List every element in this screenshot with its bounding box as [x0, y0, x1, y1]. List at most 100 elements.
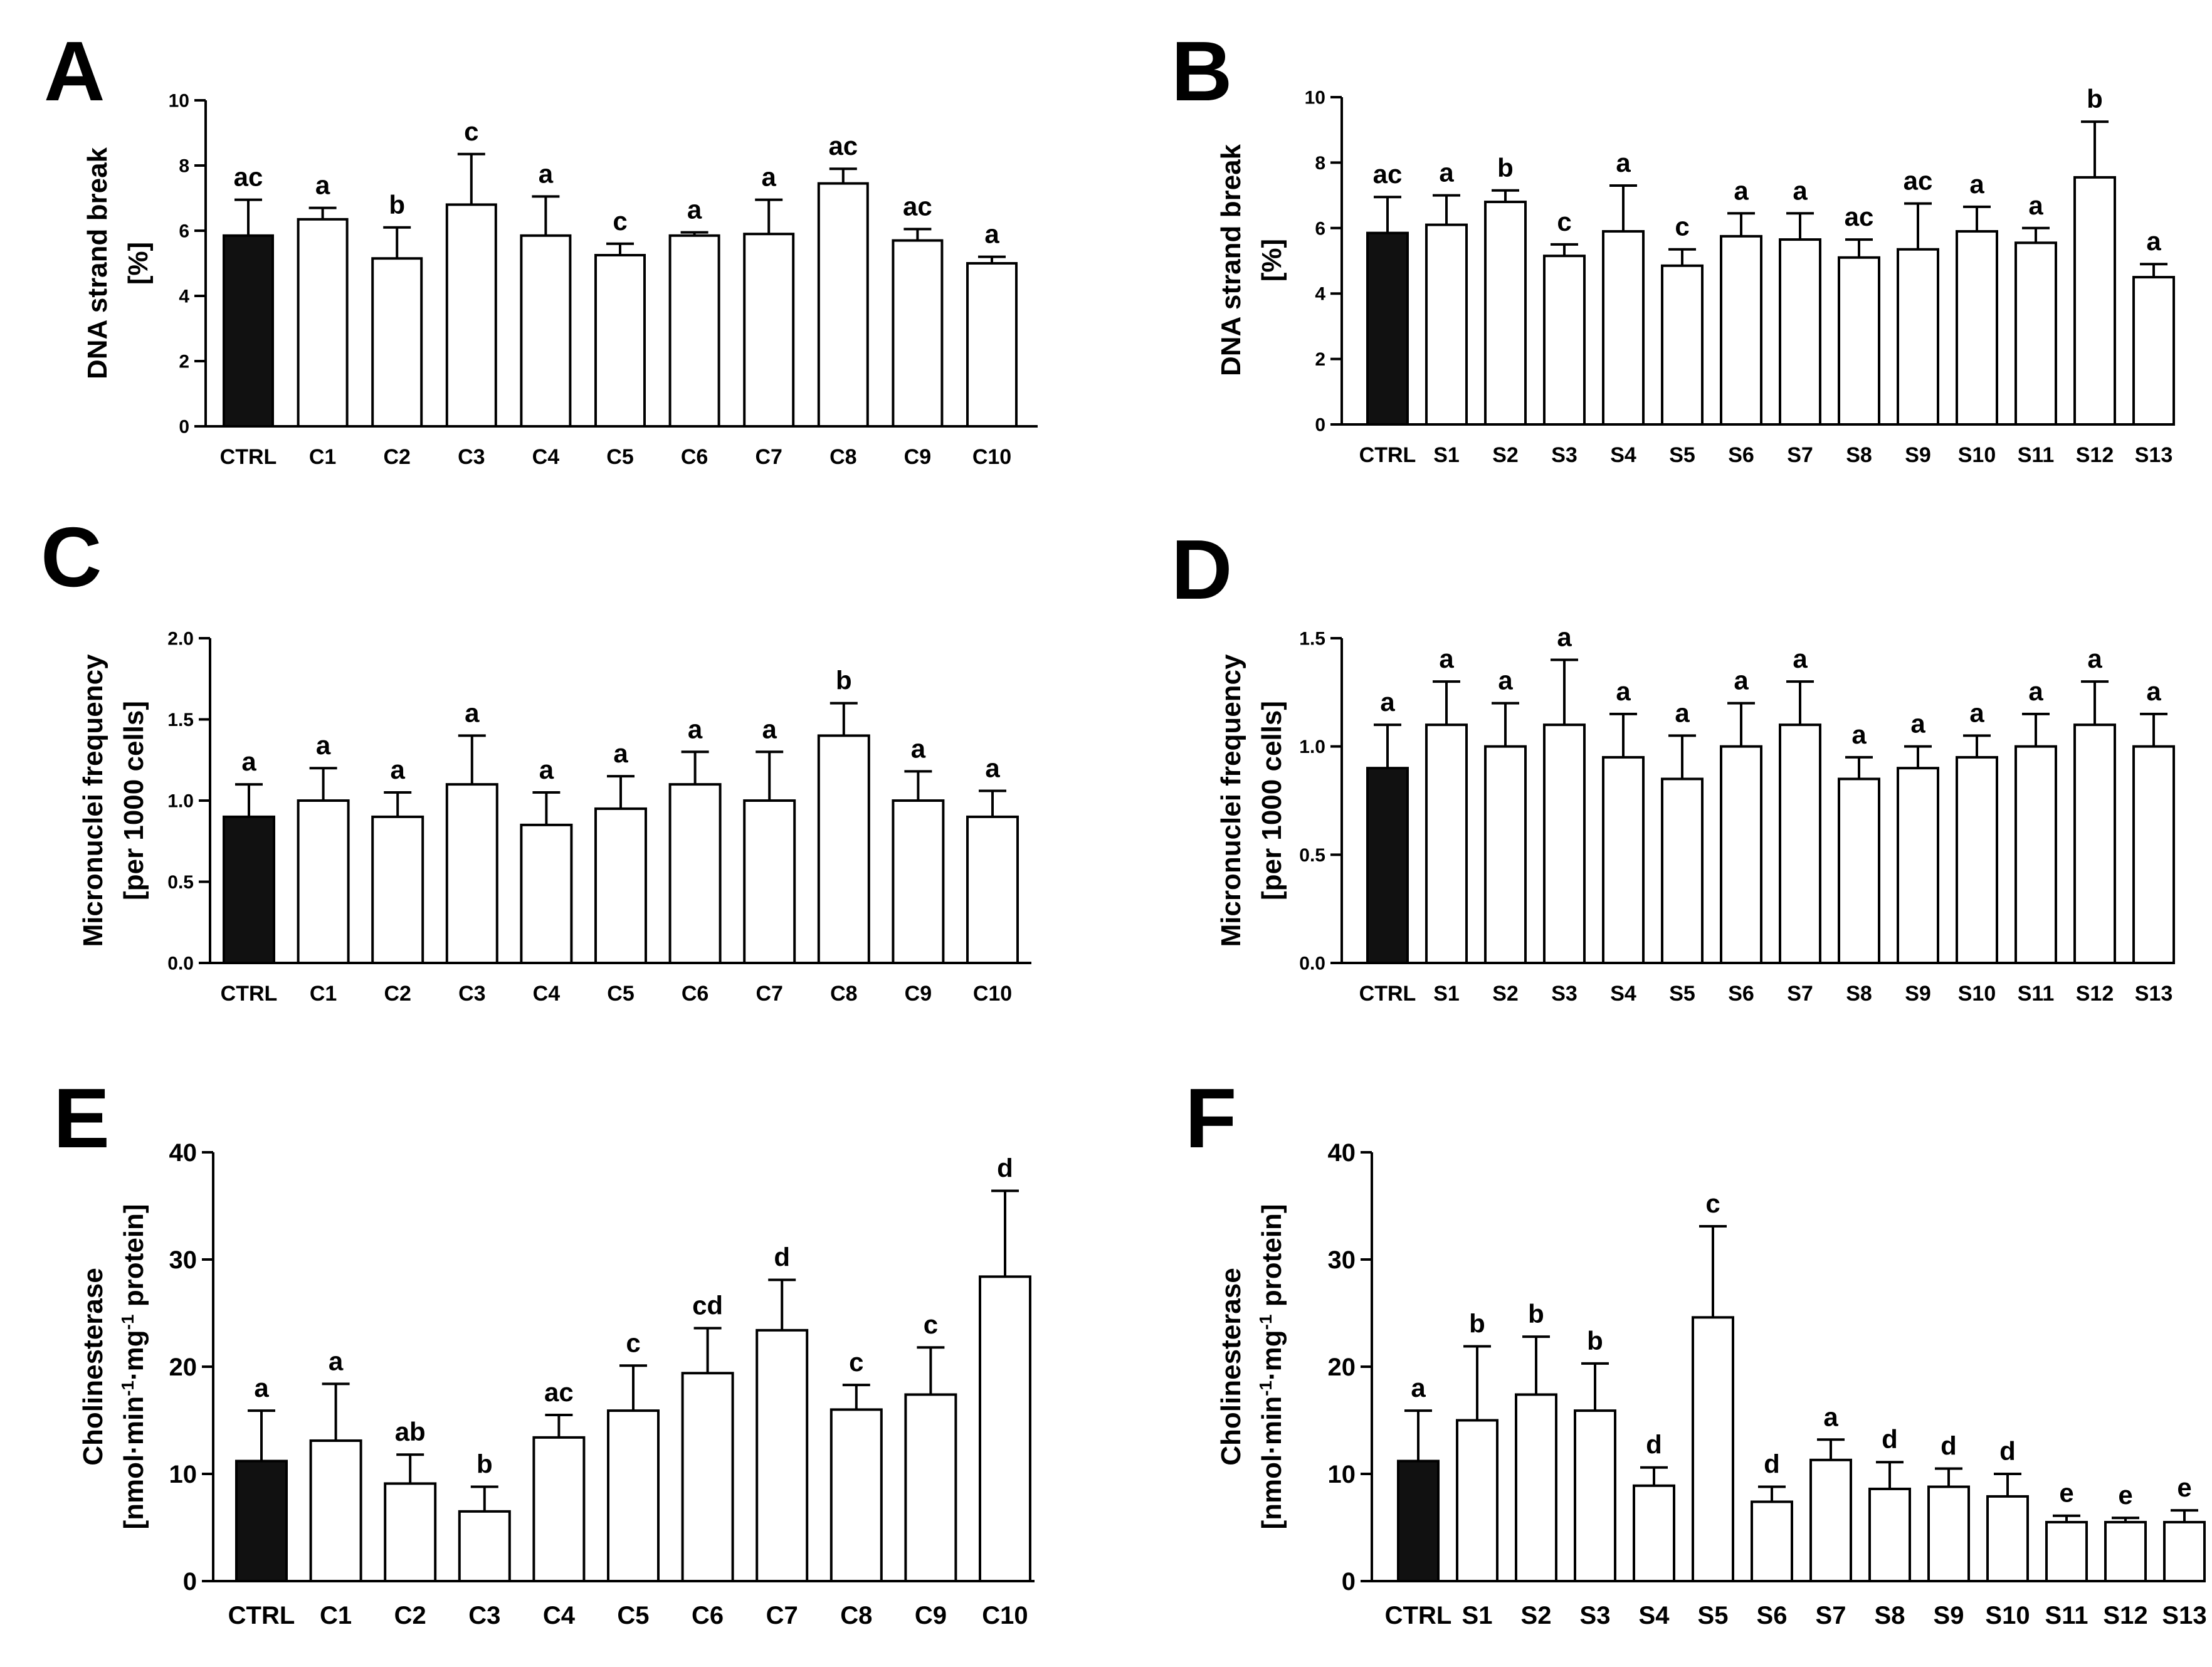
- x-tick-label: S12: [2076, 443, 2114, 467]
- group-label: b: [477, 1449, 493, 1479]
- x-tick-label: S6: [1728, 443, 1754, 467]
- x-tick-label: S2: [1492, 443, 1519, 467]
- x-tick-label: S7: [1816, 1602, 1846, 1629]
- bar: [1751, 1500, 1793, 1582]
- x-tick-label: C7: [766, 1602, 798, 1629]
- group-label: a: [465, 698, 480, 727]
- bar: [1720, 234, 1762, 426]
- x-tick-label: S3: [1551, 443, 1577, 467]
- group-label: d: [774, 1242, 790, 1271]
- group-label: b: [389, 190, 405, 219]
- group-label: a: [1616, 148, 1631, 177]
- bar: [2132, 276, 2175, 426]
- group-label: a: [687, 195, 702, 224]
- bar: [445, 783, 498, 964]
- bar: [1425, 723, 1468, 964]
- bar: [2073, 723, 2116, 964]
- group-label: b: [836, 666, 852, 695]
- bar: [892, 239, 944, 428]
- bar: [297, 218, 349, 428]
- group-label: a: [1675, 698, 1690, 727]
- group-label: a: [329, 1346, 344, 1375]
- group-label: a: [1851, 720, 1867, 749]
- y-tick-label: 0.0: [1299, 954, 1325, 974]
- bar: [1838, 777, 1880, 964]
- x-tick-label: S1: [1433, 443, 1460, 467]
- group-label: cd: [692, 1290, 723, 1320]
- bar: [594, 254, 646, 428]
- x-tick-label: C1: [310, 982, 337, 1006]
- bar: [966, 262, 1018, 428]
- x-tick-label: C1: [320, 1602, 352, 1629]
- x-tick-label: C5: [607, 982, 634, 1006]
- bar: [445, 203, 497, 428]
- y-tick-label: 8: [179, 156, 189, 177]
- y-tick-label: 0: [1342, 1568, 1356, 1596]
- bar: [1956, 230, 1998, 426]
- bar: [1602, 755, 1645, 965]
- y-axis-unit: [nmol·min-1·mg-1 protein]: [118, 1204, 150, 1529]
- y-axis-unit: [%]: [1256, 239, 1287, 281]
- bar: [1633, 1484, 1675, 1583]
- x-tick-label: S5: [1698, 1602, 1729, 1629]
- x-tick-label: S9: [1934, 1602, 1964, 1629]
- y-tick-label: 30: [169, 1246, 198, 1274]
- x-tick-label: C6: [692, 1602, 724, 1629]
- y-axis-title: Cholinesterase: [1216, 1268, 1246, 1465]
- x-tick-label: C8: [830, 982, 857, 1006]
- y-axis-title: DNA strand break: [82, 147, 113, 379]
- bar: [1366, 231, 1409, 426]
- group-label: a: [613, 739, 628, 768]
- bar: [979, 1275, 1031, 1582]
- x-tick-label: S13: [2162, 1602, 2206, 1629]
- x-tick-label: C1: [309, 445, 336, 469]
- group-label: a: [2146, 226, 2161, 256]
- bar: [1927, 1485, 1970, 1583]
- group-label: e: [2177, 1473, 2191, 1502]
- bar: [1456, 1419, 1498, 1582]
- y-axis-title: DNA strand break: [1216, 144, 1246, 376]
- y-tick-label: 40: [169, 1139, 198, 1167]
- group-label: e: [2118, 1480, 2132, 1510]
- bar: [1574, 1409, 1616, 1583]
- bar: [235, 1459, 288, 1582]
- y-tick-label: 1.0: [1299, 737, 1325, 757]
- group-label: ac: [828, 131, 858, 160]
- group-label: b: [1528, 1299, 1544, 1328]
- y-axis-unit: [per 1000 cells]: [1256, 701, 1287, 900]
- panel-d: D 0.0 0.5 1.0 1.5 Micronuclei frequency [per 1…: [1171, 522, 2175, 1006]
- y-tick-label: 6: [1315, 218, 1325, 239]
- x-tick-label: S12: [2103, 1602, 2147, 1629]
- group-label: b: [1469, 1309, 1485, 1338]
- y-axis-unit: [nmol·min-1·mg-1 protein]: [1256, 1204, 1288, 1529]
- group-label: d: [997, 1154, 1013, 1183]
- x-tick-label: C2: [394, 1602, 426, 1629]
- x-tick-label: S5: [1669, 982, 1695, 1006]
- bar: [1515, 1393, 1557, 1582]
- x-tick-label: C10: [982, 1602, 1028, 1629]
- bar: [371, 815, 424, 965]
- y-tick-label: 10: [1305, 88, 1325, 108]
- x-tick-label: CTRL: [228, 1602, 295, 1629]
- x-tick-label: S7: [1787, 982, 1813, 1006]
- bar: [1425, 223, 1468, 426]
- bar: [458, 1510, 511, 1583]
- y-tick-label: 0: [183, 1568, 197, 1596]
- x-tick-label: S11: [2018, 982, 2055, 1006]
- x-tick-label: C8: [840, 1602, 872, 1629]
- x-tick-label: S4: [1610, 443, 1636, 467]
- bar: [1661, 264, 1704, 426]
- bar: [817, 182, 869, 428]
- group-label: c: [1557, 207, 1571, 236]
- group-label: c: [1675, 212, 1689, 241]
- y-tick-label: 20: [1328, 1354, 1356, 1381]
- y-tick-label: 0.5: [167, 872, 194, 893]
- group-label: ac: [1373, 159, 1403, 189]
- x-tick-label: CTRL: [1385, 1602, 1452, 1629]
- x-tick-label: C8: [830, 445, 856, 469]
- x-tick-label: S10: [1985, 1602, 2030, 1629]
- x-tick-label: C9: [905, 982, 932, 1006]
- bar: [817, 734, 870, 965]
